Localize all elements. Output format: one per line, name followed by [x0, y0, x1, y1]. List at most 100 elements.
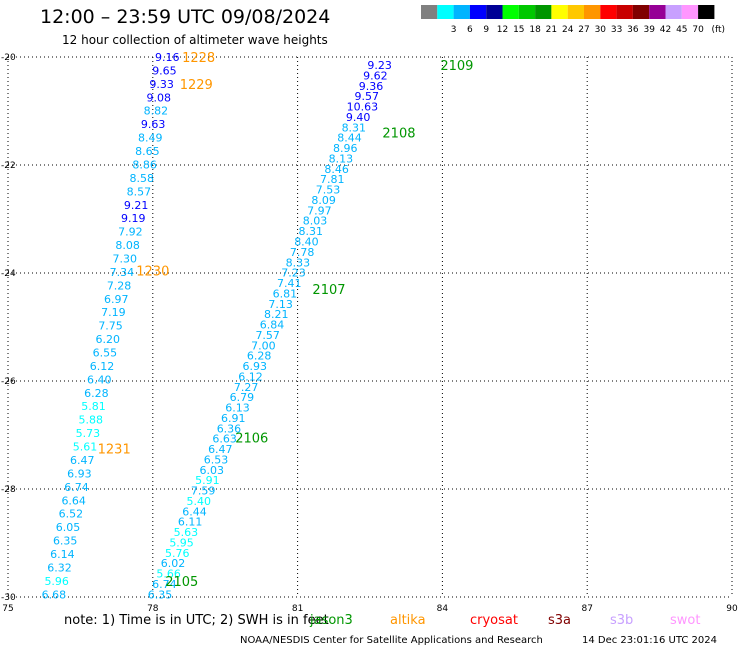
- satellite-legend-item: s3a: [548, 613, 572, 628]
- x-tick-label: 84: [437, 604, 449, 614]
- swh-value-label: 6.79: [230, 391, 255, 404]
- legend-swatch: [551, 5, 568, 19]
- satellite-legend-item: s3b: [610, 613, 634, 628]
- swh-value-label: 5.73: [76, 427, 101, 440]
- swh-value-label: 8.58: [130, 172, 155, 185]
- legend-tick-label: 70: [692, 25, 704, 35]
- y-tick-label: -28: [1, 485, 16, 495]
- legend-swatch: [535, 5, 552, 19]
- y-tick-label: -26: [1, 377, 16, 387]
- pass-time-label: 2109: [440, 59, 473, 74]
- legend-swatch: [453, 5, 470, 19]
- legend-tick-label: 36: [627, 25, 639, 35]
- swh-value-label: 9.21: [124, 199, 149, 212]
- swh-value-label: 8.09: [311, 194, 336, 207]
- swh-value-label: 7.13: [268, 298, 293, 311]
- swh-value-label: 6.74: [64, 481, 89, 494]
- swh-value-label: 8.82: [144, 105, 169, 118]
- legend-tick-label: 27: [578, 25, 589, 35]
- swh-value-label: 5.76: [165, 547, 190, 560]
- swh-value-label: 5.61: [73, 441, 98, 454]
- legend-swatch: [584, 5, 601, 19]
- swh-value-label: 9.19: [121, 212, 146, 225]
- swh-value-label: 6.74: [152, 578, 177, 591]
- swh-value-label: 7.00: [251, 339, 276, 352]
- pass-time-label: 1229: [180, 78, 213, 93]
- pass-time-label: 2108: [382, 127, 415, 142]
- swh-value-label: 6.91: [221, 412, 246, 425]
- swh-value-label: 8.44: [337, 132, 362, 145]
- legend-swatch: [616, 5, 633, 19]
- swh-value-label: 6.64: [61, 494, 86, 507]
- legend-tick-label: 6: [467, 25, 473, 35]
- swh-value-label: 6.03: [199, 464, 224, 477]
- satellite-legend-item: cryosat: [470, 613, 518, 628]
- footer-note: note: 1) Time is in UTC; 2) SWH is in fe…: [64, 613, 329, 628]
- swh-value-label: 9.57: [354, 90, 379, 103]
- legend-tick-label: 18: [529, 25, 541, 35]
- swh-value-label: 6.28: [84, 387, 109, 400]
- swh-value-label: 6.36: [217, 422, 242, 435]
- swh-value-label: 7.53: [316, 184, 341, 197]
- swh-value-label: 8.13: [329, 152, 354, 165]
- satellite-legend-item: jason3: [310, 613, 353, 628]
- swh-value-label: 8.31: [299, 225, 324, 238]
- legend-tick-label: 33: [611, 25, 622, 35]
- swh-value-label: 5.40: [187, 495, 212, 508]
- swh-value-label: 10.63: [347, 101, 379, 114]
- y-tick-label: -24: [1, 269, 16, 279]
- x-tick-label: 78: [147, 604, 159, 614]
- legend-swatch: [437, 5, 454, 19]
- swh-value-label: 6.20: [95, 333, 120, 346]
- swh-value-label: 7.23: [281, 267, 306, 280]
- swh-value-label: 6.84: [260, 319, 285, 332]
- swh-value-label: 9.63: [141, 118, 166, 131]
- swh-value-label: 5.96: [44, 575, 69, 588]
- swh-value-label: 8.21: [264, 308, 289, 321]
- swh-value-label: 5.81: [81, 400, 106, 413]
- swh-value-label: 6.53: [204, 453, 229, 466]
- swh-value-label: 8.40: [294, 236, 319, 249]
- legend-tick-label: 30: [595, 25, 607, 35]
- swh-value-label: 6.55: [93, 347, 118, 360]
- swh-value-label: 7.41: [277, 277, 302, 290]
- footer-credit: NOAA/NESDIS Center for Satellite Applica…: [240, 635, 543, 646]
- chart-title: 12:00 – 23:59 UTC 09/08/2024: [40, 6, 331, 28]
- legend-swatch: [421, 5, 438, 19]
- swh-value-label: 6.12: [238, 370, 263, 383]
- swh-value-label: 7.28: [107, 279, 132, 292]
- swh-value-label: 7.34: [110, 266, 135, 279]
- swh-value-label: 6.28: [247, 350, 272, 363]
- legend-tick-label: 12: [497, 25, 508, 35]
- y-tick-label: -20: [1, 53, 16, 63]
- pass-time-label: 1231: [98, 443, 131, 458]
- swh-value-label: 7.59: [191, 485, 216, 498]
- swh-value-label: 6.52: [59, 508, 84, 521]
- color-scale-legend: 3 6 9 12 15 18 21 24 27 30 33 36 39 42 45 70 (ft): [421, 5, 725, 35]
- swh-value-label: 6.97: [104, 293, 129, 306]
- swh-value-label: 5.88: [78, 414, 103, 427]
- legend-tick-label: 9: [483, 25, 489, 35]
- legend-swatch: [469, 5, 487, 19]
- swh-value-label: 6.35: [53, 535, 78, 548]
- swh-value-label: 8.65: [135, 145, 160, 158]
- swh-value-label: 6.32: [47, 561, 72, 574]
- swh-value-label: 6.63: [212, 433, 237, 446]
- swh-value-label: 7.92: [118, 226, 143, 239]
- pass-time-label: 2105: [165, 575, 198, 590]
- swh-value-label: 8.33: [286, 256, 311, 269]
- swh-value-label: 8.49: [138, 132, 163, 145]
- swh-map-chart: 75 78 81 84 87 90-20-22-24-26-28-309.169.659.…: [1, 51, 738, 614]
- swh-value-label: 7.75: [98, 320, 123, 333]
- swh-value-label: 9.62: [363, 69, 388, 82]
- y-tick-label: -30: [1, 593, 16, 603]
- swh-value-label: 6.40: [87, 373, 112, 386]
- pass-time-label: 1230: [136, 264, 169, 279]
- legend-swatch: [502, 5, 519, 19]
- swh-value-label: 8.31: [342, 121, 367, 134]
- legend-swatch: [649, 5, 666, 19]
- swh-value-label: 5.95: [169, 536, 194, 549]
- legend-tick-label: 3: [451, 25, 457, 35]
- swh-value-label: 6.02: [161, 557, 186, 570]
- swh-value-label: 8.57: [127, 185, 152, 198]
